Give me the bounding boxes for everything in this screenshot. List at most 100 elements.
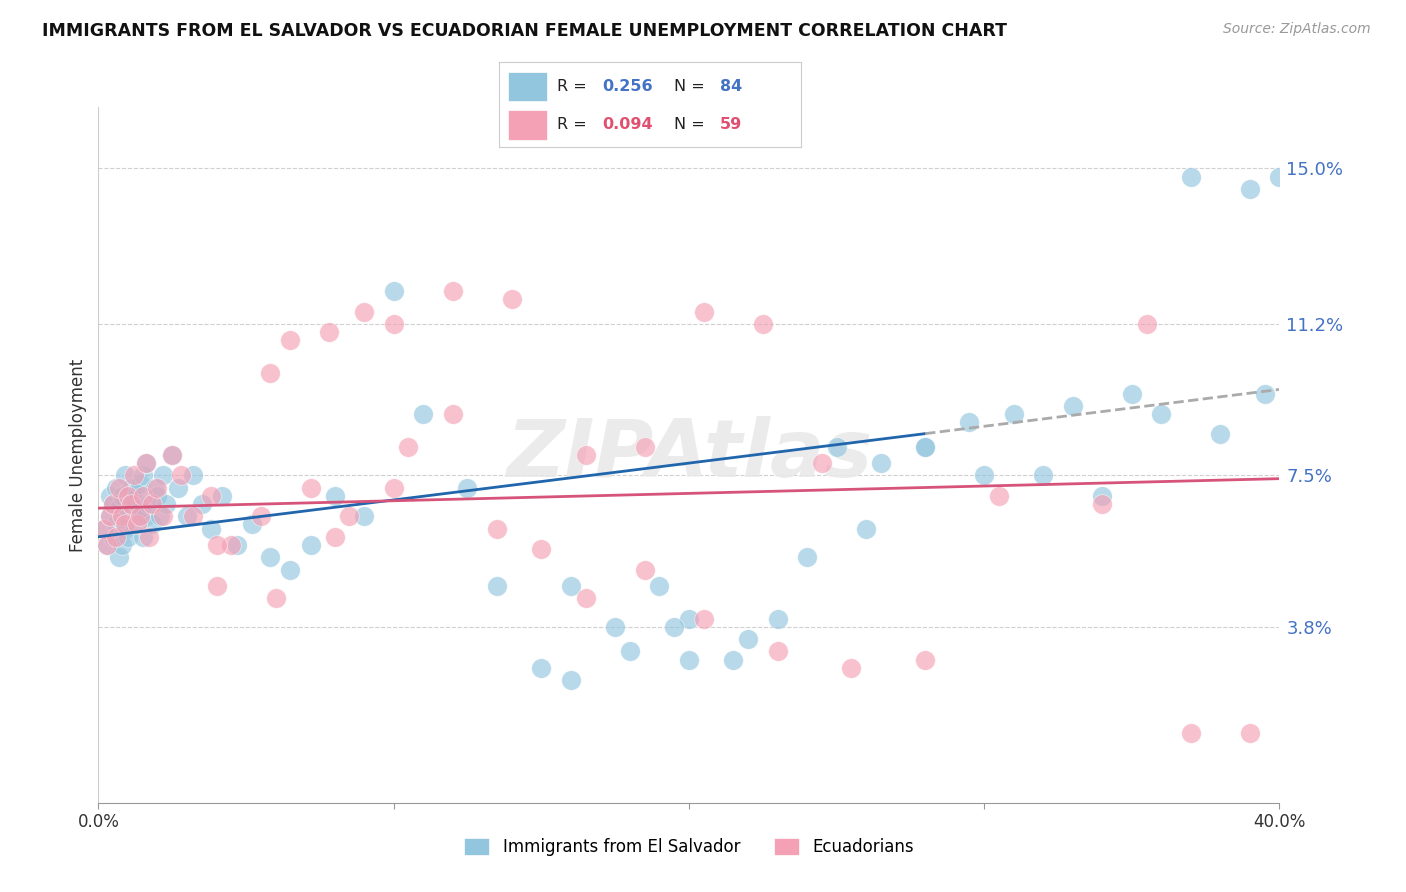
Point bbox=[299, 538, 322, 552]
Text: Source: ZipAtlas.com: Source: ZipAtlas.com bbox=[1223, 22, 1371, 37]
Point bbox=[1032, 468, 1054, 483]
Point bbox=[117, 530, 139, 544]
Point bbox=[1135, 317, 1157, 331]
Point bbox=[766, 644, 789, 658]
Text: 84: 84 bbox=[720, 78, 742, 94]
Point bbox=[751, 317, 773, 331]
Point bbox=[152, 468, 174, 483]
Point bbox=[117, 509, 139, 524]
Point bbox=[278, 334, 302, 348]
Point bbox=[1121, 386, 1143, 401]
Point bbox=[574, 591, 596, 606]
Point bbox=[162, 448, 183, 462]
Point bbox=[135, 509, 157, 524]
Point bbox=[191, 497, 214, 511]
Point bbox=[98, 489, 121, 503]
Point bbox=[135, 456, 157, 470]
Point bbox=[93, 522, 115, 536]
Point bbox=[396, 440, 419, 454]
Point bbox=[170, 468, 193, 483]
Point bbox=[796, 550, 818, 565]
Point bbox=[323, 530, 346, 544]
Point bbox=[111, 489, 134, 503]
Point bbox=[318, 325, 340, 339]
Point bbox=[486, 579, 509, 593]
Point bbox=[560, 673, 582, 687]
Point bbox=[114, 517, 136, 532]
Text: 0.094: 0.094 bbox=[602, 117, 652, 132]
Point bbox=[1002, 407, 1025, 421]
Point bbox=[108, 501, 131, 516]
Point bbox=[250, 509, 273, 524]
Point bbox=[530, 542, 553, 557]
Text: 0.256: 0.256 bbox=[602, 78, 652, 94]
Point bbox=[111, 509, 134, 524]
Point bbox=[259, 550, 281, 565]
Point bbox=[721, 652, 744, 666]
Point bbox=[219, 538, 242, 552]
Point bbox=[353, 509, 375, 524]
Point bbox=[120, 497, 142, 511]
Y-axis label: Female Unemployment: Female Unemployment bbox=[69, 359, 87, 551]
Point bbox=[122, 468, 145, 483]
Point bbox=[973, 468, 995, 483]
Point bbox=[108, 481, 131, 495]
Point bbox=[205, 579, 228, 593]
Point bbox=[128, 509, 150, 524]
Text: IMMIGRANTS FROM EL SALVADOR VS ECUADORIAN FEMALE UNEMPLOYMENT CORRELATION CHART: IMMIGRANTS FROM EL SALVADOR VS ECUADORIA… bbox=[42, 22, 1007, 40]
Point bbox=[299, 481, 322, 495]
Point bbox=[105, 530, 128, 544]
Point bbox=[278, 562, 302, 576]
Point bbox=[200, 489, 222, 503]
Point bbox=[678, 612, 700, 626]
Point bbox=[96, 538, 118, 552]
Point bbox=[146, 489, 169, 503]
Point bbox=[693, 304, 716, 318]
Point bbox=[766, 612, 789, 626]
Point bbox=[664, 620, 686, 634]
Point bbox=[105, 481, 128, 495]
Point bbox=[98, 509, 121, 524]
Point bbox=[574, 448, 596, 462]
Point bbox=[117, 489, 139, 503]
Point bbox=[1062, 399, 1084, 413]
Point bbox=[441, 407, 464, 421]
Point bbox=[96, 538, 118, 552]
Point bbox=[132, 468, 155, 483]
Point bbox=[264, 591, 287, 606]
Text: R =: R = bbox=[557, 78, 592, 94]
Point bbox=[103, 530, 125, 544]
Point bbox=[240, 517, 263, 532]
Point bbox=[125, 484, 148, 499]
Point bbox=[441, 284, 464, 298]
Point bbox=[959, 415, 981, 429]
Point bbox=[128, 476, 150, 491]
Point bbox=[122, 492, 145, 507]
Point bbox=[211, 489, 233, 503]
Point bbox=[530, 661, 553, 675]
Point bbox=[839, 661, 862, 675]
Point bbox=[132, 489, 155, 503]
Point bbox=[914, 652, 936, 666]
Point bbox=[132, 530, 155, 544]
Point bbox=[382, 284, 405, 298]
Point bbox=[501, 293, 523, 307]
Point bbox=[125, 509, 148, 524]
Text: ZIPAtlas: ZIPAtlas bbox=[506, 416, 872, 494]
Point bbox=[138, 530, 160, 544]
Point bbox=[143, 481, 166, 495]
Point bbox=[108, 550, 131, 565]
Point bbox=[141, 497, 163, 511]
Point bbox=[1180, 169, 1202, 184]
Point bbox=[122, 517, 145, 532]
FancyBboxPatch shape bbox=[508, 110, 547, 139]
Point bbox=[146, 481, 169, 495]
Point bbox=[1239, 726, 1261, 740]
Point bbox=[138, 497, 160, 511]
Point bbox=[1209, 427, 1232, 442]
Point bbox=[114, 468, 136, 483]
Point bbox=[149, 509, 172, 524]
Point bbox=[619, 644, 641, 658]
Point bbox=[105, 517, 128, 532]
Point bbox=[486, 522, 509, 536]
